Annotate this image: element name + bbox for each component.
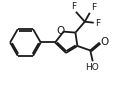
Text: O: O [56,26,64,36]
Text: F: F [95,19,100,28]
Text: O: O [101,37,109,47]
Text: HO: HO [85,63,99,72]
Text: F: F [91,3,96,12]
Text: F: F [71,2,76,11]
